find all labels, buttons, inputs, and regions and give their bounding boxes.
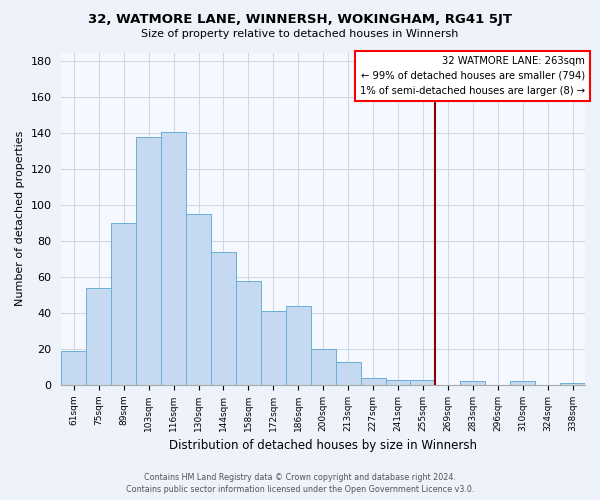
Bar <box>261 312 286 385</box>
Text: Contains HM Land Registry data © Crown copyright and database right 2024.
Contai: Contains HM Land Registry data © Crown c… <box>126 472 474 494</box>
Bar <box>61 351 86 385</box>
Bar <box>510 382 535 385</box>
Bar <box>211 252 236 385</box>
Bar <box>286 306 311 385</box>
Bar <box>86 288 111 385</box>
Text: Size of property relative to detached houses in Winnersh: Size of property relative to detached ho… <box>142 29 458 39</box>
Text: 32, WATMORE LANE, WINNERSH, WOKINGHAM, RG41 5JT: 32, WATMORE LANE, WINNERSH, WOKINGHAM, R… <box>88 12 512 26</box>
Bar <box>560 384 585 385</box>
Bar <box>361 378 386 385</box>
Bar <box>111 224 136 385</box>
Text: 32 WATMORE LANE: 263sqm
← 99% of detached houses are smaller (794)
1% of semi-de: 32 WATMORE LANE: 263sqm ← 99% of detache… <box>360 56 585 96</box>
Bar <box>161 132 186 385</box>
Bar <box>460 382 485 385</box>
Y-axis label: Number of detached properties: Number of detached properties <box>15 131 25 306</box>
Bar <box>410 380 436 385</box>
Bar <box>186 214 211 385</box>
Bar <box>386 380 410 385</box>
Bar <box>311 349 335 385</box>
Bar <box>136 137 161 385</box>
Bar <box>236 281 261 385</box>
X-axis label: Distribution of detached houses by size in Winnersh: Distribution of detached houses by size … <box>169 440 477 452</box>
Bar <box>335 362 361 385</box>
